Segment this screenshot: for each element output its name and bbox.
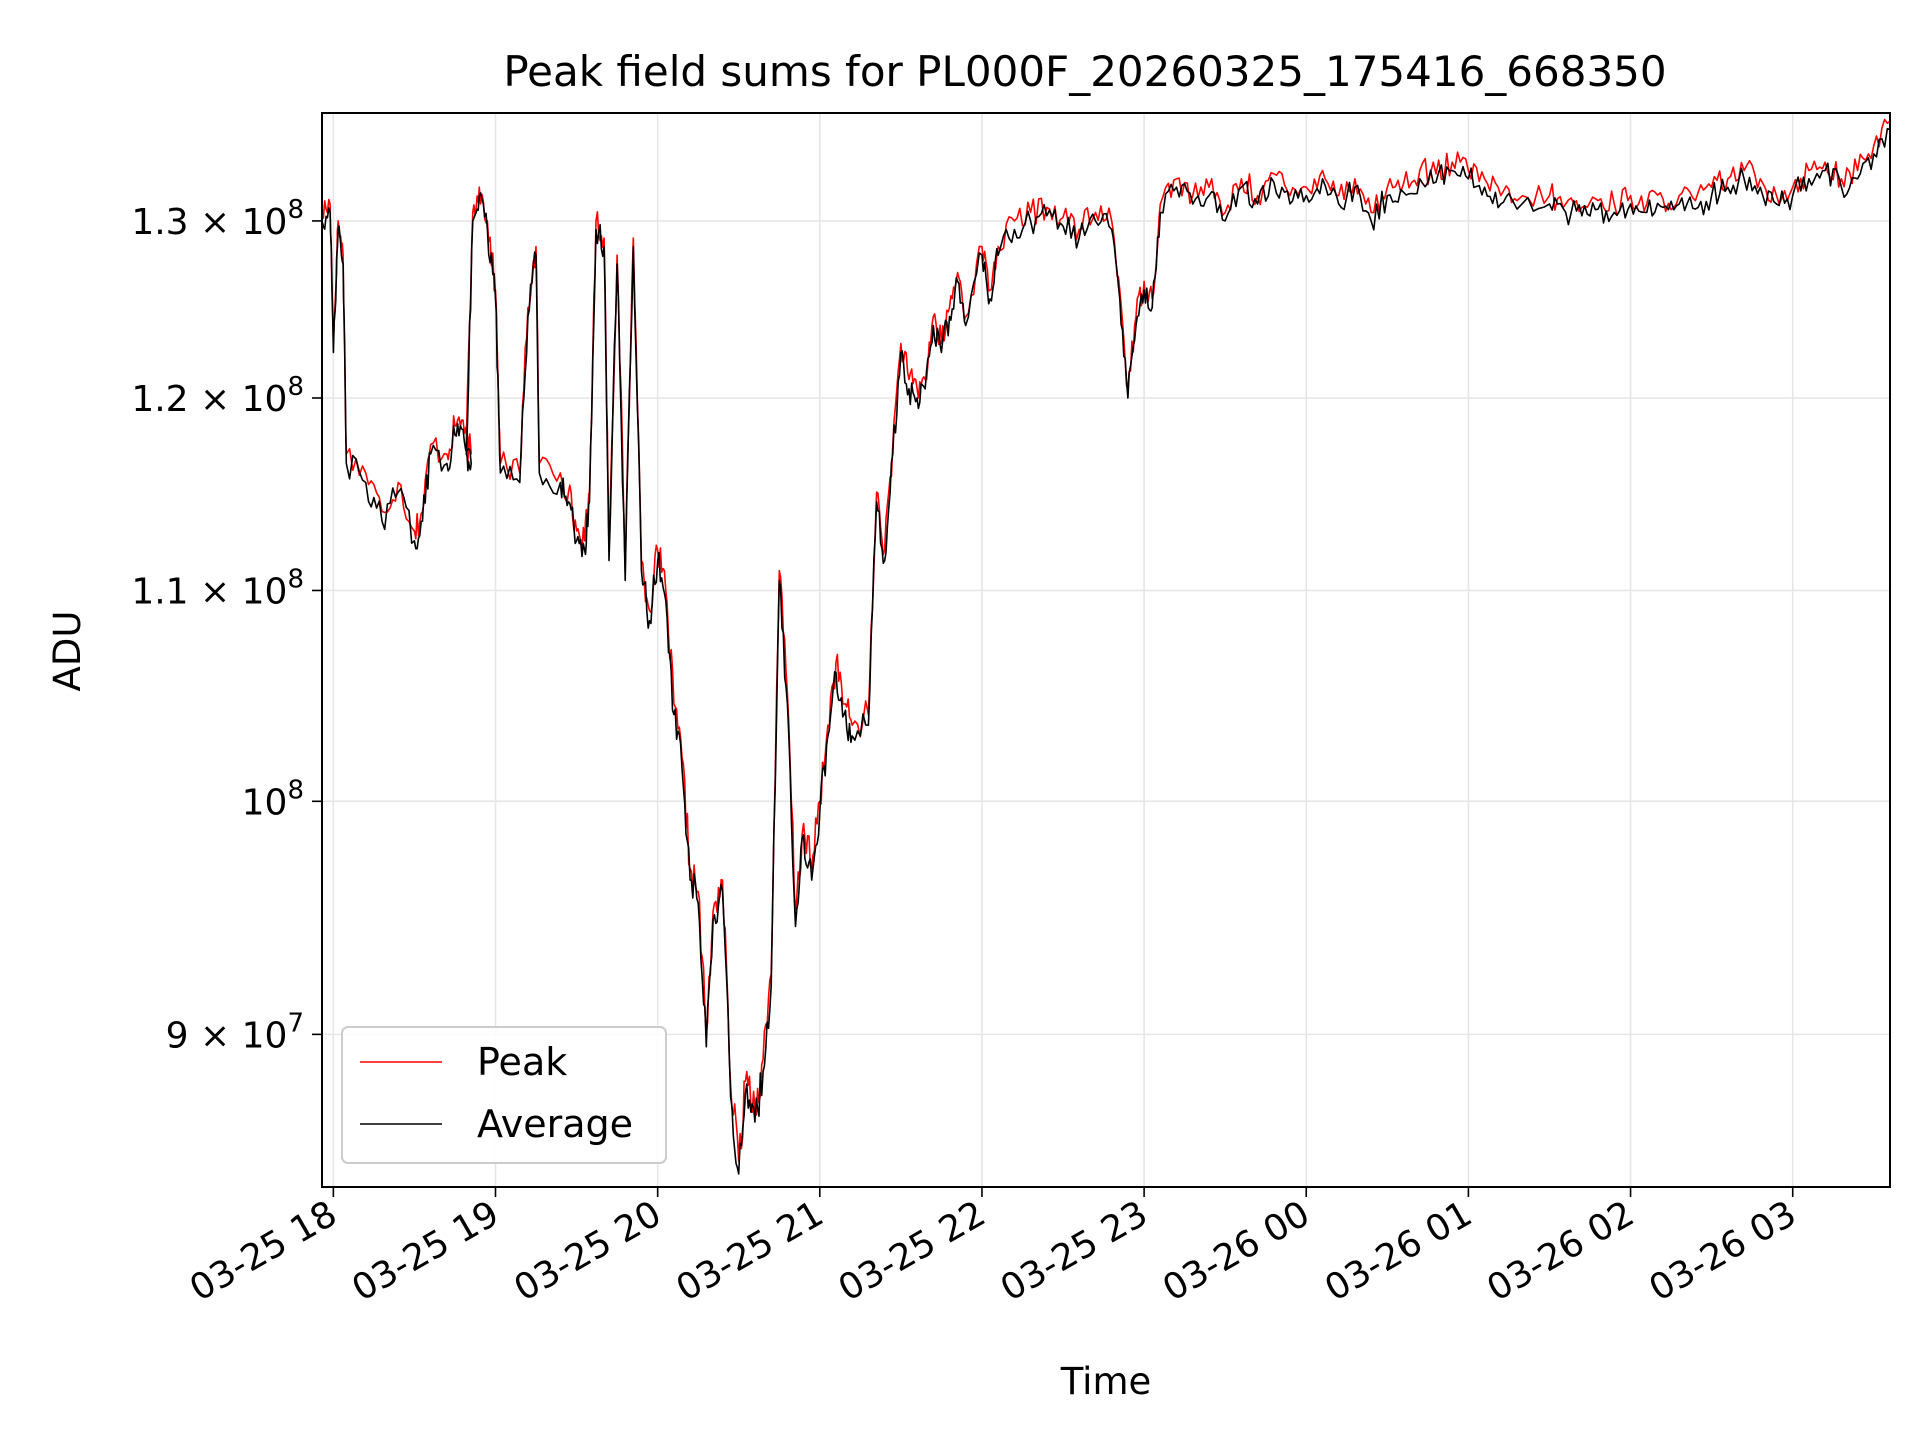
x-axis-label: Time	[1060, 1360, 1152, 1403]
y-axis: 9 × 107 108 1.1 × 108 1.2 × 108 1.3 × 108	[131, 195, 322, 1056]
y-tick-label: 9 × 107	[166, 1008, 304, 1056]
series-line-average	[322, 128, 1890, 1175]
legend: Peak Average	[341, 1026, 667, 1164]
y-axis-label: ADU	[46, 611, 89, 692]
y-tick-label: 1.2 × 108	[131, 372, 304, 420]
legend-box	[341, 1026, 667, 1164]
y-tick-label: 1.3 × 108	[131, 195, 304, 243]
y-tick-label: 1.1 × 108	[131, 564, 304, 612]
grid	[322, 113, 1890, 1187]
legend-label-average: Average	[477, 1102, 633, 1146]
legend-label-peak: Peak	[477, 1040, 567, 1084]
chart-title: Peak field sums for PL000F_20260325_1754…	[503, 47, 1666, 96]
plot-frame	[321, 112, 1891, 1188]
y-tick-label: 108	[242, 775, 304, 823]
series-layer	[322, 118, 1890, 1175]
series-line-peak	[322, 118, 1890, 1162]
